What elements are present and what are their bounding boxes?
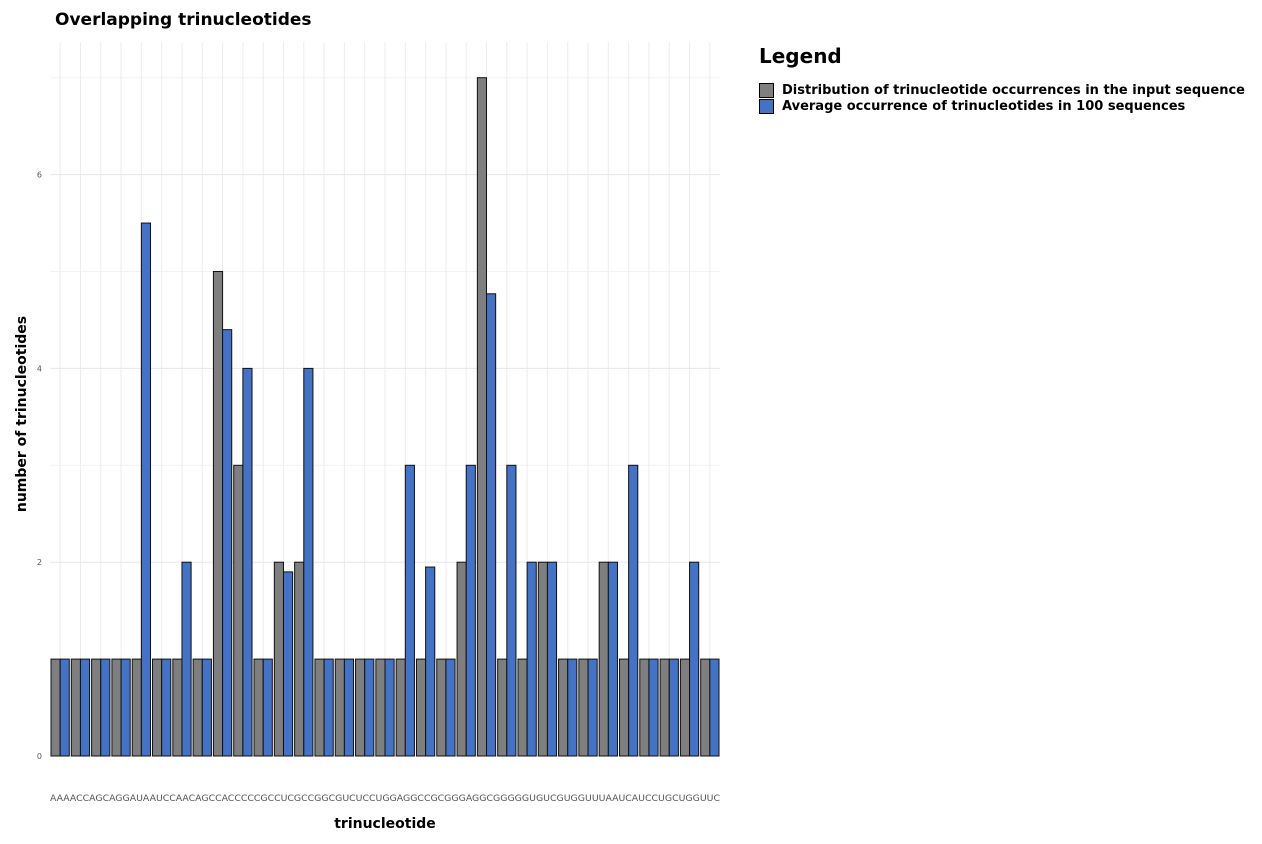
bar-average — [343, 658, 355, 757]
y-tick-label: 6 — [37, 171, 42, 180]
bar-input — [679, 658, 691, 757]
bar-average — [709, 658, 720, 757]
bar-average — [465, 464, 476, 757]
y-tick-label: 0 — [37, 752, 42, 761]
legend-item-input: Distribution of trinucleotide occurrence… — [759, 82, 1245, 98]
legend-label-average: Average occurrence of trinucleotides in … — [782, 98, 1186, 114]
bar-average — [100, 658, 111, 757]
legend-swatch-average — [759, 98, 774, 114]
bar-input — [212, 271, 224, 757]
bar-input — [233, 464, 244, 757]
bar-input — [700, 658, 711, 757]
bar-input — [152, 658, 163, 757]
y-tick-label: 2 — [37, 558, 42, 567]
bar-input — [476, 77, 488, 757]
bar-input — [91, 658, 102, 757]
bar-input — [517, 658, 528, 757]
bar-average — [161, 658, 172, 757]
bar-input — [355, 658, 366, 757]
bar-average — [364, 658, 375, 757]
bar-average — [222, 329, 233, 757]
legend: Legend Distribution of trinucleotide occ… — [759, 44, 1245, 114]
bar-average — [689, 561, 700, 757]
bar-input — [395, 658, 406, 757]
bar-average — [607, 561, 618, 757]
bar-input — [578, 658, 589, 757]
y-axis-label: number of trinucleotides — [14, 316, 30, 512]
bar-input — [70, 658, 81, 757]
bar-input — [537, 561, 548, 757]
bar-input — [273, 561, 284, 757]
chart-title: Overlapping trinucleotides — [55, 10, 312, 30]
bar-average — [59, 658, 70, 757]
legend-title: Legend — [759, 44, 842, 68]
bar-input — [131, 658, 142, 757]
bar-average — [546, 561, 558, 757]
bar-average — [445, 658, 456, 757]
legend-item-average: Average occurrence of trinucleotides in … — [759, 98, 1245, 114]
bar-input — [375, 658, 386, 757]
bar-input — [334, 658, 345, 757]
bar-average — [242, 367, 253, 757]
bar-input — [111, 658, 122, 757]
bar-average — [181, 561, 192, 757]
bar-average — [648, 658, 659, 757]
bar-average — [628, 464, 639, 757]
bar-average — [79, 658, 91, 757]
bar-average — [282, 571, 294, 757]
bar-input — [639, 658, 650, 757]
bar-input — [659, 658, 670, 757]
bar-input — [598, 561, 609, 757]
bar-average — [201, 658, 212, 757]
bar-average — [323, 658, 334, 757]
bar-input — [172, 658, 183, 757]
bar-input — [456, 561, 467, 757]
x-tick-labels: AAAACCAGCAGGAUAAUCCAACAGCCACCCCCGCCUCGCC… — [50, 794, 720, 804]
bar-average — [140, 222, 152, 757]
bar-average — [384, 658, 395, 757]
bar-average — [668, 658, 679, 757]
bar-input — [294, 561, 305, 757]
bar-input — [436, 658, 447, 757]
bar-average — [120, 658, 131, 757]
bar-input — [314, 658, 325, 757]
bar-average — [526, 561, 537, 757]
bar-average — [506, 464, 517, 757]
bar-input — [558, 658, 569, 757]
bar-average — [303, 367, 314, 757]
bar-average — [587, 658, 598, 757]
bar-average — [262, 658, 273, 757]
bar-input — [415, 658, 427, 757]
bar-average — [404, 464, 415, 757]
bar-input — [50, 658, 61, 757]
bar-input — [253, 658, 264, 757]
legend-label-input: Distribution of trinucleotide occurrence… — [782, 82, 1245, 98]
y-tick-label: 4 — [37, 364, 42, 373]
bar-input — [192, 658, 203, 757]
x-axis-label: trinucleotide — [334, 816, 436, 832]
bar-average — [425, 566, 436, 757]
bar-average — [567, 658, 578, 757]
bar-input — [497, 658, 508, 757]
bar-average — [486, 293, 497, 757]
bar-input — [618, 658, 630, 757]
legend-swatch-input — [759, 82, 774, 98]
